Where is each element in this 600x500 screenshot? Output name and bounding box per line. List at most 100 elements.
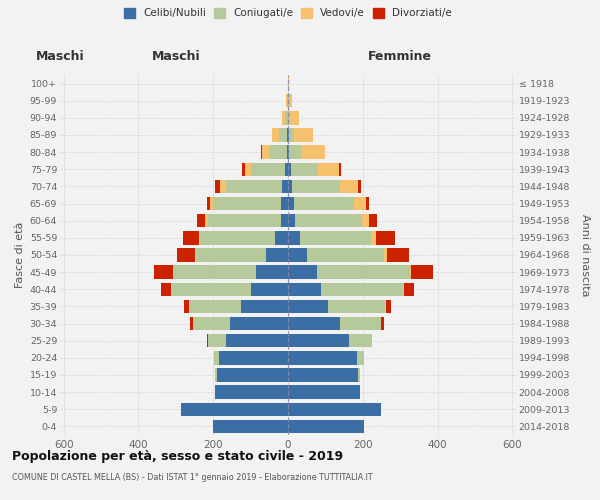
Text: COMUNE DI CASTEL MELLA (BS) - Dati ISTAT 1° gennaio 2019 - Elaborazione TUTTITAL: COMUNE DI CASTEL MELLA (BS) - Dati ISTAT… — [12, 472, 373, 482]
Bar — [288, 351, 357, 364]
Bar — [183, 231, 199, 244]
Bar — [241, 300, 288, 313]
Bar — [358, 180, 361, 193]
Bar — [317, 266, 410, 279]
Bar — [207, 197, 210, 210]
Bar — [275, 231, 288, 244]
Bar — [294, 128, 313, 141]
Bar — [381, 317, 383, 330]
Legend: Celibi/Nubili, Coniugati/e, Vedovi/e, Divorziati/e: Celibi/Nubili, Coniugati/e, Vedovi/e, Di… — [124, 8, 452, 18]
Bar — [215, 180, 220, 193]
Bar — [283, 180, 288, 193]
Bar — [172, 282, 251, 296]
Bar — [193, 317, 230, 330]
Bar — [403, 282, 404, 296]
Bar — [181, 402, 288, 416]
Bar — [289, 146, 301, 159]
Bar — [269, 146, 287, 159]
Bar — [290, 111, 299, 124]
Bar — [288, 386, 360, 399]
Bar — [376, 231, 395, 244]
Bar — [208, 334, 226, 347]
Bar — [388, 248, 409, 262]
Bar — [197, 214, 205, 228]
Bar — [317, 162, 339, 176]
Bar — [208, 214, 281, 228]
Bar — [339, 162, 341, 176]
Bar — [161, 282, 172, 296]
Bar — [242, 162, 245, 176]
Bar — [205, 214, 208, 228]
Bar — [288, 266, 317, 279]
Bar — [266, 248, 288, 262]
Bar — [288, 214, 295, 228]
Bar — [366, 197, 369, 210]
Bar — [189, 300, 241, 313]
Bar — [295, 214, 362, 228]
Bar — [290, 162, 317, 176]
Bar — [288, 300, 328, 313]
Bar — [285, 162, 288, 176]
Bar — [210, 197, 213, 210]
Bar — [199, 231, 200, 244]
Bar — [386, 300, 391, 313]
Bar — [279, 128, 287, 141]
Bar — [190, 317, 193, 330]
Bar — [288, 94, 289, 108]
Bar — [357, 351, 364, 364]
Bar — [206, 334, 208, 347]
Bar — [261, 146, 262, 159]
Bar — [288, 128, 289, 141]
Bar — [362, 214, 369, 228]
Bar — [272, 128, 279, 141]
Bar — [385, 300, 386, 313]
Bar — [321, 282, 403, 296]
Bar — [349, 334, 372, 347]
Bar — [281, 111, 284, 124]
Bar — [288, 317, 340, 330]
Bar — [288, 368, 358, 382]
Bar — [287, 146, 288, 159]
Bar — [215, 368, 217, 382]
Bar — [196, 248, 266, 262]
Text: Femmine: Femmine — [368, 50, 432, 62]
Bar — [219, 351, 288, 364]
Bar — [292, 180, 340, 193]
Bar — [412, 266, 433, 279]
Bar — [288, 180, 292, 193]
Bar — [214, 351, 219, 364]
Bar — [288, 146, 289, 159]
Bar — [288, 402, 380, 416]
Bar — [288, 282, 321, 296]
Bar — [340, 180, 358, 193]
Bar — [288, 197, 294, 210]
Bar — [384, 248, 388, 262]
Bar — [307, 248, 384, 262]
Bar — [213, 420, 288, 433]
Bar — [251, 282, 288, 296]
Bar — [217, 368, 288, 382]
Bar — [174, 266, 256, 279]
Bar — [287, 128, 288, 141]
Bar — [173, 266, 174, 279]
Bar — [288, 420, 364, 433]
Bar — [340, 317, 380, 330]
Bar — [213, 197, 281, 210]
Bar — [301, 146, 325, 159]
Bar — [288, 334, 349, 347]
Bar — [154, 266, 173, 279]
Bar — [410, 266, 412, 279]
Text: Popolazione per età, sesso e stato civile - 2019: Popolazione per età, sesso e stato civil… — [12, 450, 343, 463]
Bar — [178, 248, 196, 262]
Bar — [284, 111, 287, 124]
Bar — [288, 162, 290, 176]
Bar — [226, 334, 288, 347]
Y-axis label: Anni di nascita: Anni di nascita — [580, 214, 590, 296]
Bar — [220, 180, 226, 193]
Bar — [358, 368, 360, 382]
Bar — [281, 214, 288, 228]
Bar — [262, 146, 269, 159]
Bar — [300, 231, 371, 244]
Bar — [184, 300, 189, 313]
Bar — [256, 266, 288, 279]
